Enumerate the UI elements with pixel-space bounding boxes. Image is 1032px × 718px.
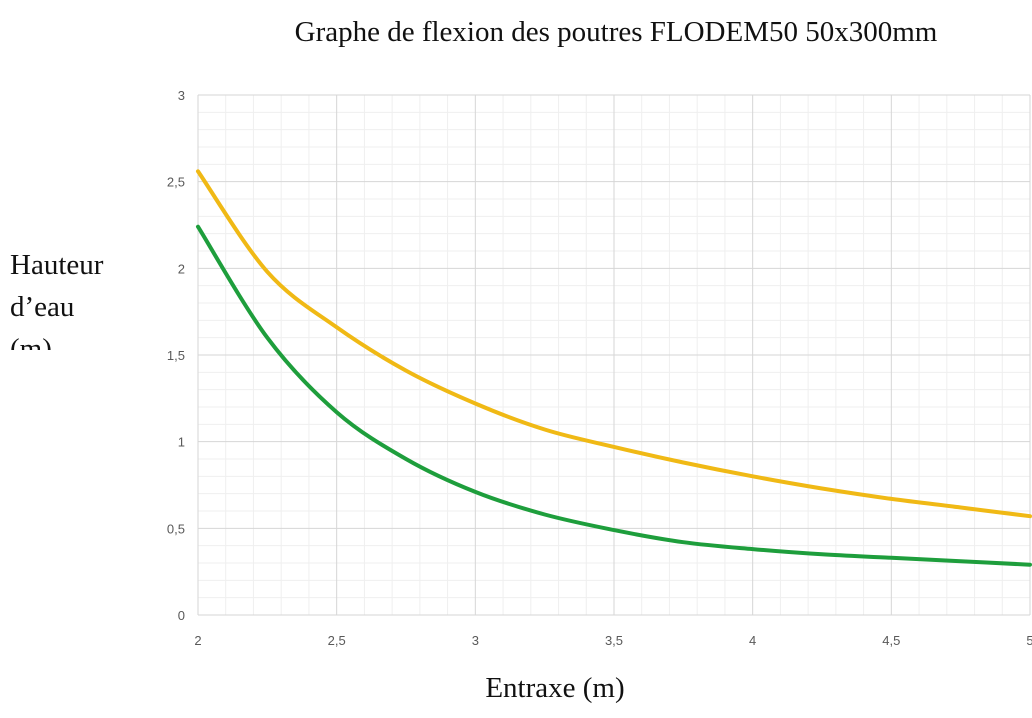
y-axis-title-line-2: d’eau bbox=[10, 291, 75, 323]
y-tick-label: 2,5 bbox=[167, 175, 185, 190]
major-gridlines bbox=[197, 94, 1031, 616]
tick-labels: 2 2,5 3 3,5 4 4,5 5 0 0,5 1 1,5 2 2,5 3 bbox=[167, 88, 1032, 648]
y-tick-label: 1,5 bbox=[167, 348, 185, 363]
x-tick-label: 3 bbox=[472, 633, 479, 648]
series-lines bbox=[196, 169, 1032, 567]
chart-title: Graphe de flexion des poutres FLODEM50 5… bbox=[294, 16, 938, 48]
x-tick-label: 2,5 bbox=[328, 633, 346, 648]
x-axis-title: Entraxe (m) bbox=[485, 672, 625, 704]
x-tick-label: 4,5 bbox=[882, 633, 900, 648]
y-tick-label: 2 bbox=[178, 261, 185, 276]
series-line-2 bbox=[196, 224, 1032, 567]
y-axis-title-line-1: Hauteur bbox=[10, 249, 104, 281]
y-axis-title-line-3: (m) bbox=[10, 333, 52, 350]
y-tick-label: 0,5 bbox=[167, 521, 185, 536]
x-tick-label: 5 bbox=[1026, 633, 1032, 648]
x-tick-label: 3,5 bbox=[605, 633, 623, 648]
x-tick-label: 2 bbox=[194, 633, 201, 648]
y-tick-label: 0 bbox=[178, 608, 185, 623]
series-line-1 bbox=[196, 169, 1032, 519]
x-tick-label: 4 bbox=[749, 633, 756, 648]
y-tick-label: 3 bbox=[178, 88, 185, 103]
y-tick-label: 1 bbox=[178, 435, 185, 450]
y-axis-title: Hauteur d’eau (m) bbox=[10, 244, 140, 350]
